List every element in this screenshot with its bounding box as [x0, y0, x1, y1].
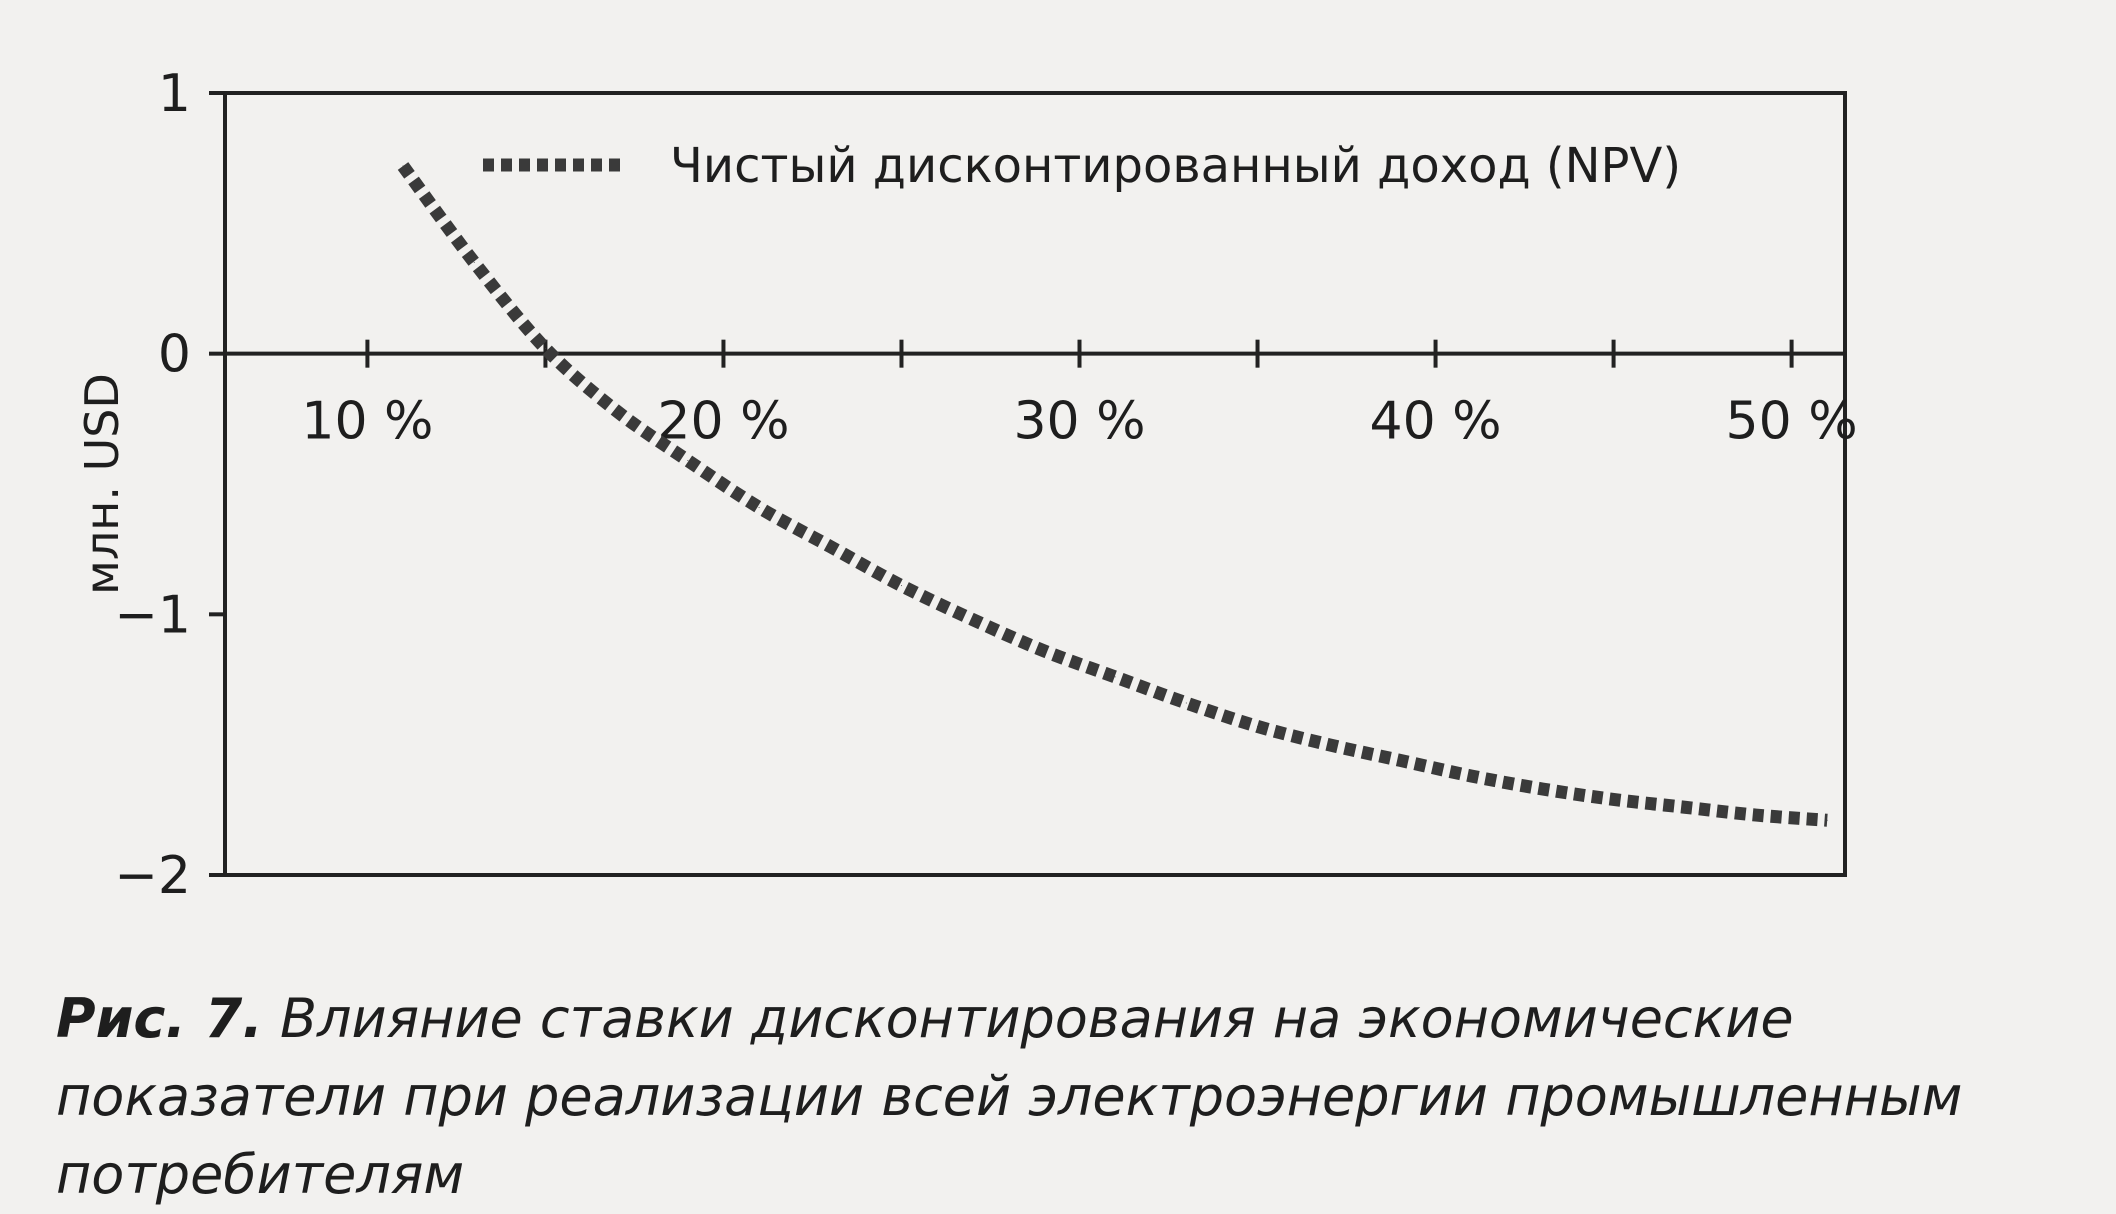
npv-series-line: [397, 162, 1828, 827]
npv-point: [1257, 725, 1259, 727]
npv-point: [1328, 744, 1330, 746]
npv-point: [1043, 650, 1045, 652]
npv-point: [758, 506, 760, 508]
npv-point: [544, 347, 546, 349]
npv-point: [1755, 814, 1757, 816]
npv-point: [829, 546, 831, 548]
legend: Чистый дисконтированный доход (NPV): [483, 138, 1681, 194]
figure-caption: Рис. 7. Влияние ставки дисконтирования н…: [56, 980, 2096, 1214]
npv-point: [1684, 806, 1686, 808]
npv-point: [1114, 676, 1116, 678]
npv-point: [1541, 788, 1543, 790]
y-axis-ticks: 1 0 −1 −2: [114, 64, 225, 906]
x-tick-label: 40 %: [1369, 392, 1501, 452]
npv-point: [1185, 702, 1187, 704]
x-tick-label: 20 %: [657, 392, 789, 452]
x-tick-label: 50 %: [1726, 392, 1858, 452]
y-tick-label: −2: [114, 846, 191, 906]
npv-point: [900, 585, 902, 587]
npv-point: [1399, 759, 1401, 761]
y-axis-label: млн. USD: [75, 373, 129, 595]
x-tick-label: 10 %: [301, 392, 433, 452]
npv-point: [687, 460, 689, 462]
caption-label: Рис. 7.: [56, 987, 263, 1050]
y-tick-label: 0: [158, 325, 191, 385]
legend-label: Чистый дисконтированный доход (NPV): [670, 138, 1681, 194]
plot-frame: [223, 91, 1847, 877]
npv-point: [1613, 798, 1615, 800]
npv-point: [1826, 819, 1828, 821]
x-tick-label: 30 %: [1013, 392, 1145, 452]
y-tick-label: 1: [158, 64, 191, 124]
npv-point: [616, 410, 618, 412]
npv-point: [402, 165, 404, 167]
series-group: [397, 162, 1828, 827]
npv-point: [1470, 775, 1472, 777]
npv-chart: 1 0 −1 −2 10 % 20 % 30 % 40 % 50 % Чистый диско…: [75, 64, 1858, 906]
npv-point: [473, 261, 475, 263]
y-tick-label: −1: [114, 585, 191, 645]
x-axis: 10 % 20 % 30 % 40 % 50 %: [225, 339, 1858, 452]
npv-point: [972, 619, 974, 621]
caption-text: Влияние ставки дисконтирования на эконом…: [56, 987, 1963, 1206]
